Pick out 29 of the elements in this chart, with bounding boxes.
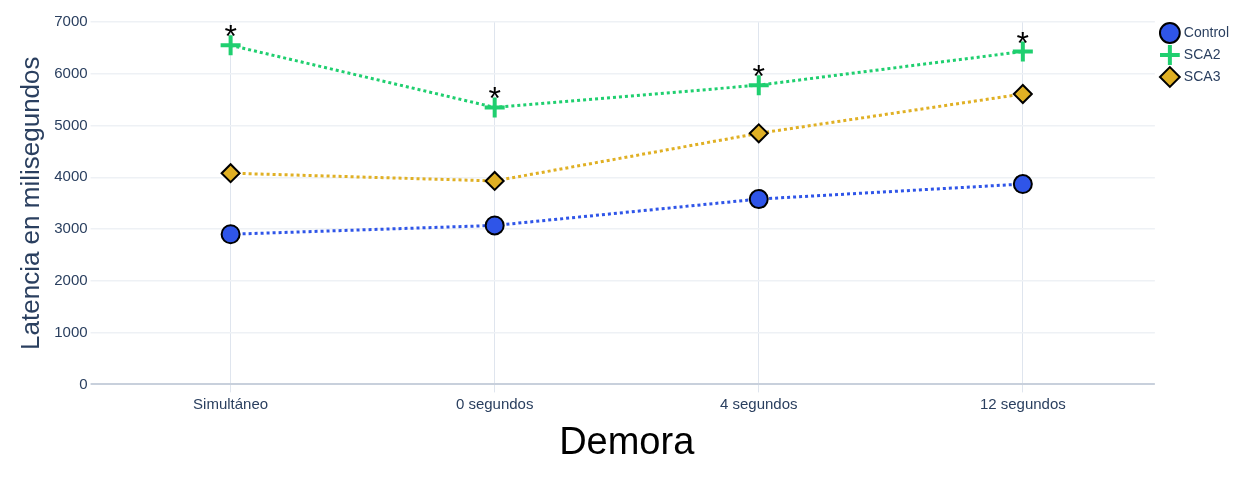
annotation: *	[1016, 24, 1030, 61]
y-tick-label: 0	[79, 374, 88, 392]
y-tick-label: 2000	[54, 271, 88, 288]
point	[220, 224, 241, 245]
x-tick-label: 0 segundos	[455, 394, 534, 412]
y-tick-label: 4000	[54, 167, 88, 185]
legend-label: Control	[1183, 23, 1230, 40]
point	[1012, 174, 1033, 195]
annotation: *	[488, 80, 501, 117]
x-tick-label: Simultáneo	[193, 394, 269, 412]
point	[748, 123, 769, 144]
legend-label: SCA2	[1183, 45, 1221, 62]
annotation: *	[752, 58, 765, 95]
y-axis-title: Latencia en milisegundos	[14, 56, 45, 350]
annotation: *	[224, 18, 237, 55]
x-tick-label: 12 segundos	[979, 394, 1066, 412]
y-tick-label: 7000	[54, 12, 88, 30]
point	[484, 215, 505, 236]
y-tick-label: 1000	[54, 322, 88, 340]
point	[1012, 83, 1033, 104]
y-tick-label: 6000	[54, 63, 88, 81]
legend-label: SCA3	[1183, 67, 1221, 84]
y-tick-label: 5000	[54, 115, 88, 133]
x-axis-title: Demora	[559, 419, 696, 462]
point	[484, 170, 505, 191]
x-tick-label: 4 segundos	[719, 394, 798, 412]
y-tick-label: 3000	[54, 219, 88, 237]
point	[748, 189, 769, 210]
point	[220, 163, 241, 184]
